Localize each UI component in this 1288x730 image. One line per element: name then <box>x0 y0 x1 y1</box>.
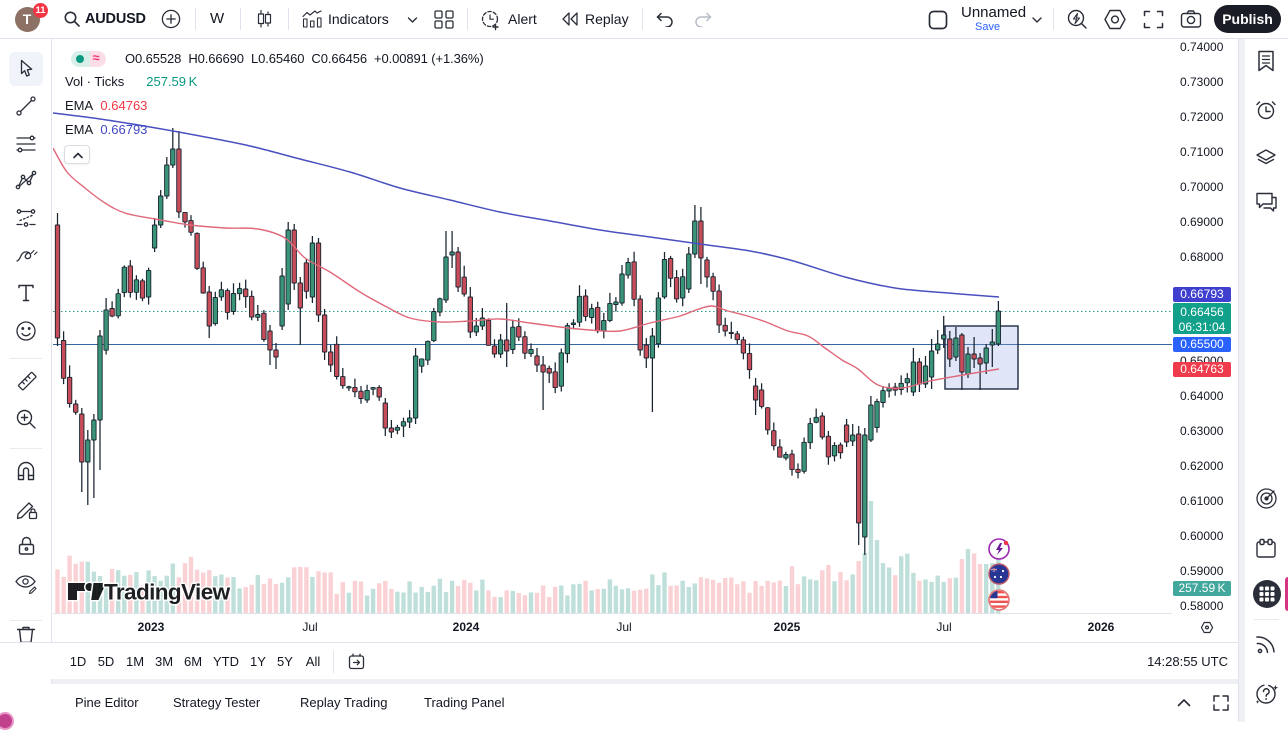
svg-text:TradingView: TradingView <box>104 580 231 605</box>
